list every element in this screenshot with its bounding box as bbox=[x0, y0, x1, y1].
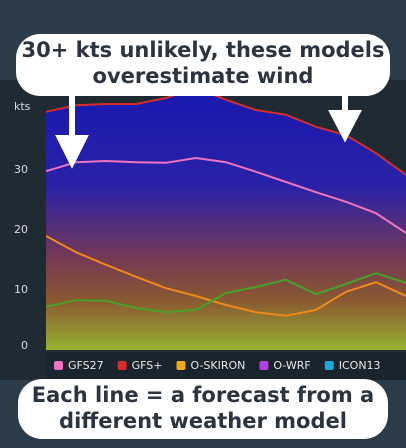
legend-swatch bbox=[259, 361, 269, 370]
callout-text: 30+ kts unlikely, these models bbox=[22, 38, 385, 62]
callout-box bbox=[16, 34, 390, 96]
series-line bbox=[45, 272, 406, 314]
legend-swatch bbox=[176, 361, 186, 370]
legend-label: GFS+ bbox=[132, 359, 163, 372]
legend-swatch bbox=[324, 361, 334, 370]
y-axis-label: kts bbox=[14, 100, 31, 113]
y-tick-label: 30 bbox=[14, 163, 28, 176]
y-tick-label: 20 bbox=[14, 223, 28, 236]
y-tick-label: 10 bbox=[14, 283, 28, 296]
legend-bar bbox=[46, 352, 406, 380]
arrow bbox=[328, 96, 362, 143]
legend-label: O-WRF bbox=[273, 359, 310, 372]
legend-swatch bbox=[117, 361, 127, 370]
series-line bbox=[45, 235, 406, 317]
legend-label: O-SKIRON bbox=[191, 359, 246, 372]
series-line bbox=[45, 156, 406, 234]
y-tick-label: 0 bbox=[21, 339, 28, 352]
area-fill bbox=[46, 87, 406, 351]
callout-box bbox=[18, 379, 388, 439]
callout-text: Each line = a forecast from a bbox=[32, 383, 374, 407]
callout-text: overestimate wind bbox=[93, 64, 314, 88]
arrow bbox=[55, 96, 89, 169]
legend-label: GFS27 bbox=[68, 359, 104, 372]
legend-swatch bbox=[54, 361, 63, 370]
callout-text: different weather model bbox=[59, 409, 347, 433]
legend-label: ICON13 bbox=[339, 359, 381, 372]
